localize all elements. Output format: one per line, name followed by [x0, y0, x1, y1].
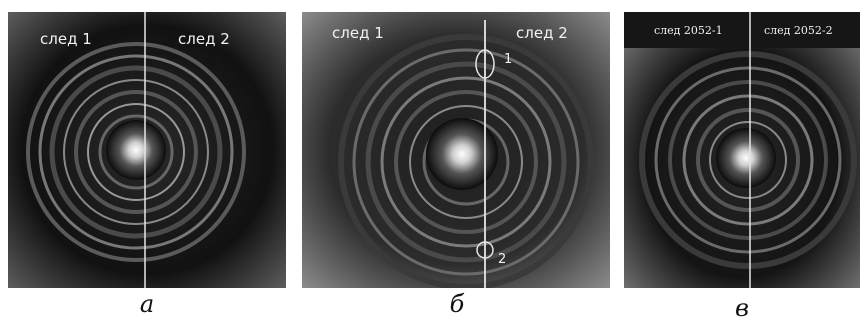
marker-1-label: 1: [504, 52, 513, 67]
right-trace-label: след 2: [516, 24, 568, 42]
caption-b: б: [449, 290, 465, 318]
left-trace-label: след 1: [40, 30, 92, 48]
right-trace-label: след 2: [178, 30, 230, 48]
left-trace-label: след 1: [332, 24, 384, 42]
caption-c: в: [735, 294, 749, 322]
trace-image-c: [624, 12, 860, 288]
panel-a: след 1 след 2: [8, 12, 286, 288]
panel-b: след 1 след 2 1 2: [302, 12, 610, 288]
trace-image-a: [8, 12, 286, 288]
trace-image-b: [302, 12, 610, 288]
marker-2-label: 2: [498, 252, 507, 267]
caption-a: а: [139, 290, 155, 318]
left-trace-label: след 2052-1: [654, 24, 723, 37]
panel-c: след 2052-1 след 2052-2: [624, 12, 860, 288]
right-trace-label: след 2052-2: [764, 24, 833, 37]
